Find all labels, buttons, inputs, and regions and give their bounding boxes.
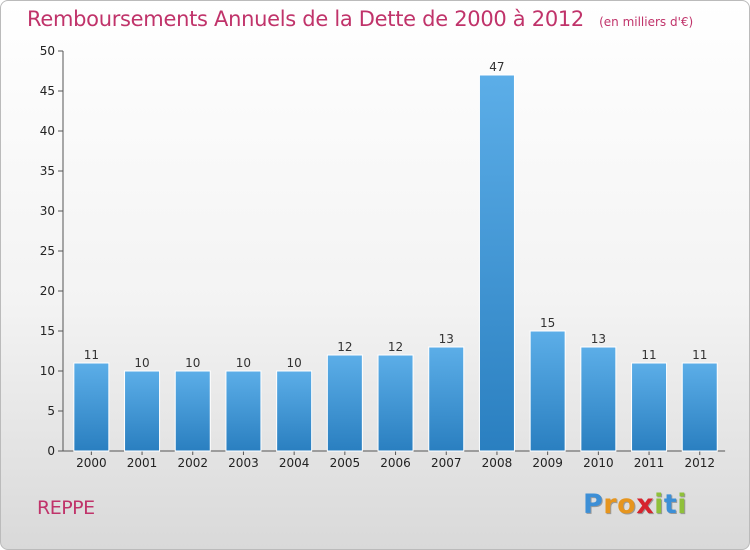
value-label: 11	[692, 348, 707, 362]
logo-letter: i	[654, 489, 664, 520]
proxiti-logo: Proxiti	[583, 489, 687, 520]
bar-2000	[73, 362, 110, 452]
x-tick-label: 2000	[76, 456, 107, 470]
value-label: 11	[84, 348, 99, 362]
place-name: REPPE	[37, 497, 95, 519]
logo-letter: t	[663, 489, 678, 520]
y-tick-label: 0	[47, 444, 55, 458]
title-row: Remboursements Annuels de la Dette de 20…	[27, 7, 693, 31]
bar-2001	[124, 370, 161, 452]
bar-2009	[529, 330, 566, 452]
bar-2002	[174, 370, 211, 452]
y-tick-label: 5	[47, 404, 55, 418]
logo-letter: o	[617, 489, 637, 520]
bar-2011	[631, 362, 668, 452]
logo-letter: x	[636, 489, 655, 520]
value-label: 10	[185, 356, 200, 370]
y-tick-label: 15	[40, 324, 55, 338]
value-label: 12	[388, 340, 403, 354]
value-labels: 11 10 10 10 10 12 12 13 47 15 13 11 11	[84, 60, 708, 370]
bar-2006	[377, 354, 414, 452]
x-tick-label: 2008	[482, 456, 513, 470]
bars	[73, 74, 718, 452]
value-label: 10	[134, 356, 149, 370]
y-tick-label: 25	[40, 244, 55, 258]
bar-2008	[478, 74, 515, 452]
value-label: 10	[236, 356, 251, 370]
x-tick-label: 2002	[177, 456, 208, 470]
y-tick-label: 50	[40, 44, 55, 58]
value-label: 11	[641, 348, 656, 362]
x-tick-label: 2010	[583, 456, 614, 470]
bar-2005	[326, 354, 363, 452]
logo-letter: r	[603, 489, 618, 520]
chart-title: Remboursements Annuels de la Dette de 20…	[27, 7, 584, 31]
x-tick-label: 2004	[279, 456, 310, 470]
bar-2012	[681, 362, 718, 452]
x-tick-label: 2009	[532, 456, 563, 470]
x-tick-label: 2001	[127, 456, 158, 470]
y-tick-label: 30	[40, 204, 55, 218]
value-label: 10	[287, 356, 302, 370]
bar-2010	[580, 346, 617, 452]
x-tick-label: 2007	[431, 456, 462, 470]
value-label: 47	[489, 60, 504, 74]
x-tick-label: 2003	[228, 456, 259, 470]
y-axis: 0 5 10 15 20 25 30 35 40 45 50	[40, 44, 64, 458]
bar-2003	[225, 370, 262, 452]
x-tick-label: 2005	[330, 456, 361, 470]
value-label: 12	[337, 340, 352, 354]
value-label: 15	[540, 316, 555, 330]
y-tick-label: 35	[40, 164, 55, 178]
value-label: 13	[439, 332, 454, 346]
x-tick-label: 2012	[684, 456, 715, 470]
y-tick-label: 40	[40, 124, 55, 138]
value-label: 13	[591, 332, 606, 346]
chart-subtitle: (en milliers d'€)	[599, 15, 694, 29]
x-tick-label: 2006	[380, 456, 411, 470]
y-tick-label: 45	[40, 84, 55, 98]
x-axis: 2000 2001 2002 2003 2004 2005 2006 2007 2008 2009…	[63, 450, 726, 470]
y-tick-label: 10	[40, 364, 55, 378]
logo-letter: P	[583, 489, 604, 520]
logo-letter: i	[677, 489, 688, 520]
bar-2004	[276, 370, 313, 452]
bar-2007	[428, 346, 465, 452]
x-tick-label: 2011	[634, 456, 665, 470]
y-tick-label: 20	[40, 284, 55, 298]
